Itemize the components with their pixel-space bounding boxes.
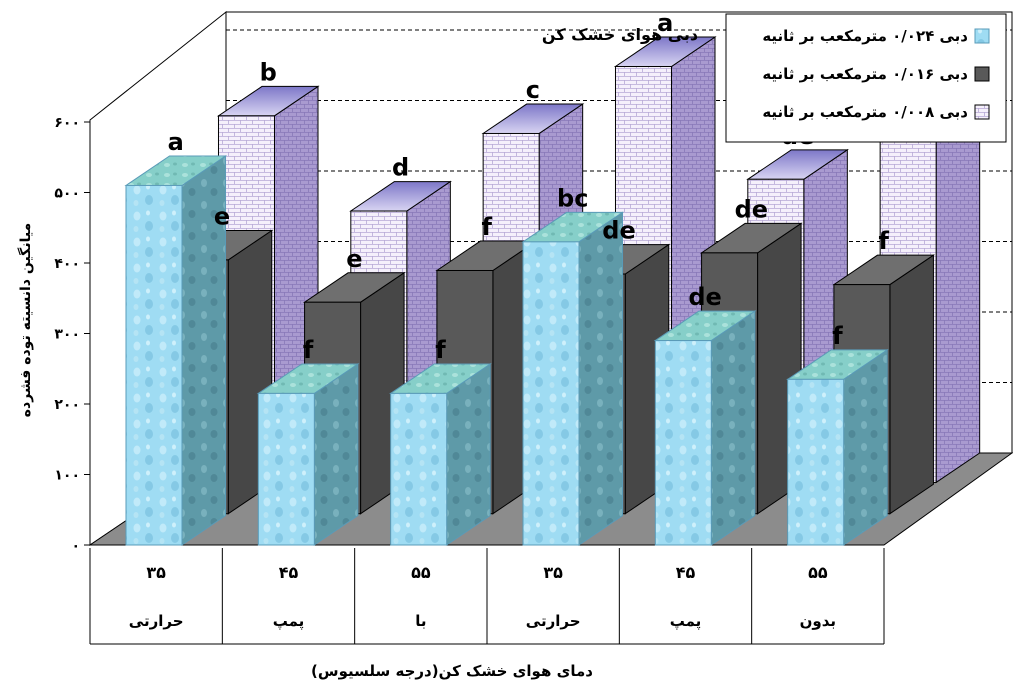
x-group-label: با [415, 612, 426, 630]
data-label: f [481, 213, 492, 241]
y-tick-label: ۲۰۰ [54, 397, 80, 413]
x-tick-label: ۴۵ [279, 563, 299, 582]
x-axis-title: دمای هوای خشک کن(درجه سلسیوس) [311, 662, 593, 680]
y-axis-title: میانگین دانسیته توده فشرده [17, 223, 34, 417]
bar-1-5 [653, 310, 757, 546]
legend-title: دبی هوای خشک کن [542, 25, 698, 44]
x-group-label: حرارتی [129, 612, 184, 630]
y-tick-label: ۳۰۰ [54, 327, 80, 343]
bar-1-1 [124, 155, 228, 546]
legend-box [725, 13, 1007, 143]
data-label: f [832, 322, 843, 350]
x-group-label: بدون [800, 612, 836, 630]
y-tick-label: ۴۰۰ [54, 256, 80, 272]
legend-swatch [974, 28, 990, 44]
data-label: de [688, 283, 721, 311]
x-group-label: پمپ [670, 612, 702, 631]
data-label: f [303, 336, 314, 364]
y-tick-label: ۵۰۰ [54, 186, 80, 202]
data-label: de [735, 195, 768, 223]
data-label: de [602, 217, 635, 245]
x-tick-label: ۴۵ [676, 563, 696, 582]
data-label: e [346, 245, 362, 273]
y-tick-label: ۱۰۰ [54, 468, 80, 484]
x-group-label: حرارتی [526, 612, 581, 630]
x-group-label: پمپ [273, 612, 305, 631]
data-label: f [878, 227, 889, 255]
legend-entry: دبی ۰/۰۰۸ مترمکعب بر ثانیه [762, 103, 968, 121]
data-label: e [214, 202, 230, 230]
data-label: f [435, 336, 446, 364]
bar-1-6 [786, 348, 889, 546]
legend-entry: دبی ۰/۰۱۶ مترمکعب بر ثانیه [762, 65, 968, 83]
data-label: d [392, 154, 409, 182]
x-tick-label: ۳۵ [543, 563, 563, 582]
legend-swatch [974, 104, 990, 120]
data-label: c [526, 76, 540, 104]
bar-1-3 [389, 363, 492, 546]
data-label: bc [557, 184, 588, 212]
legend-swatch [974, 66, 990, 82]
data-label: a [657, 9, 673, 37]
y-tick-label: ۶۰۰ [54, 115, 80, 131]
legend-entry: دبی ۰/۰۲۴ مترمکعب بر ثانیه [762, 27, 968, 45]
data-label: a [168, 128, 184, 156]
y-tick-label: ۰ [71, 538, 80, 554]
data-label: b [260, 58, 277, 86]
bar-1-2 [256, 363, 360, 546]
x-tick-label: ۵۵ [808, 563, 828, 582]
bar-1-4 [521, 211, 625, 546]
x-tick-label: ۳۵ [146, 563, 166, 582]
x-tick-label: ۵۵ [411, 563, 431, 582]
